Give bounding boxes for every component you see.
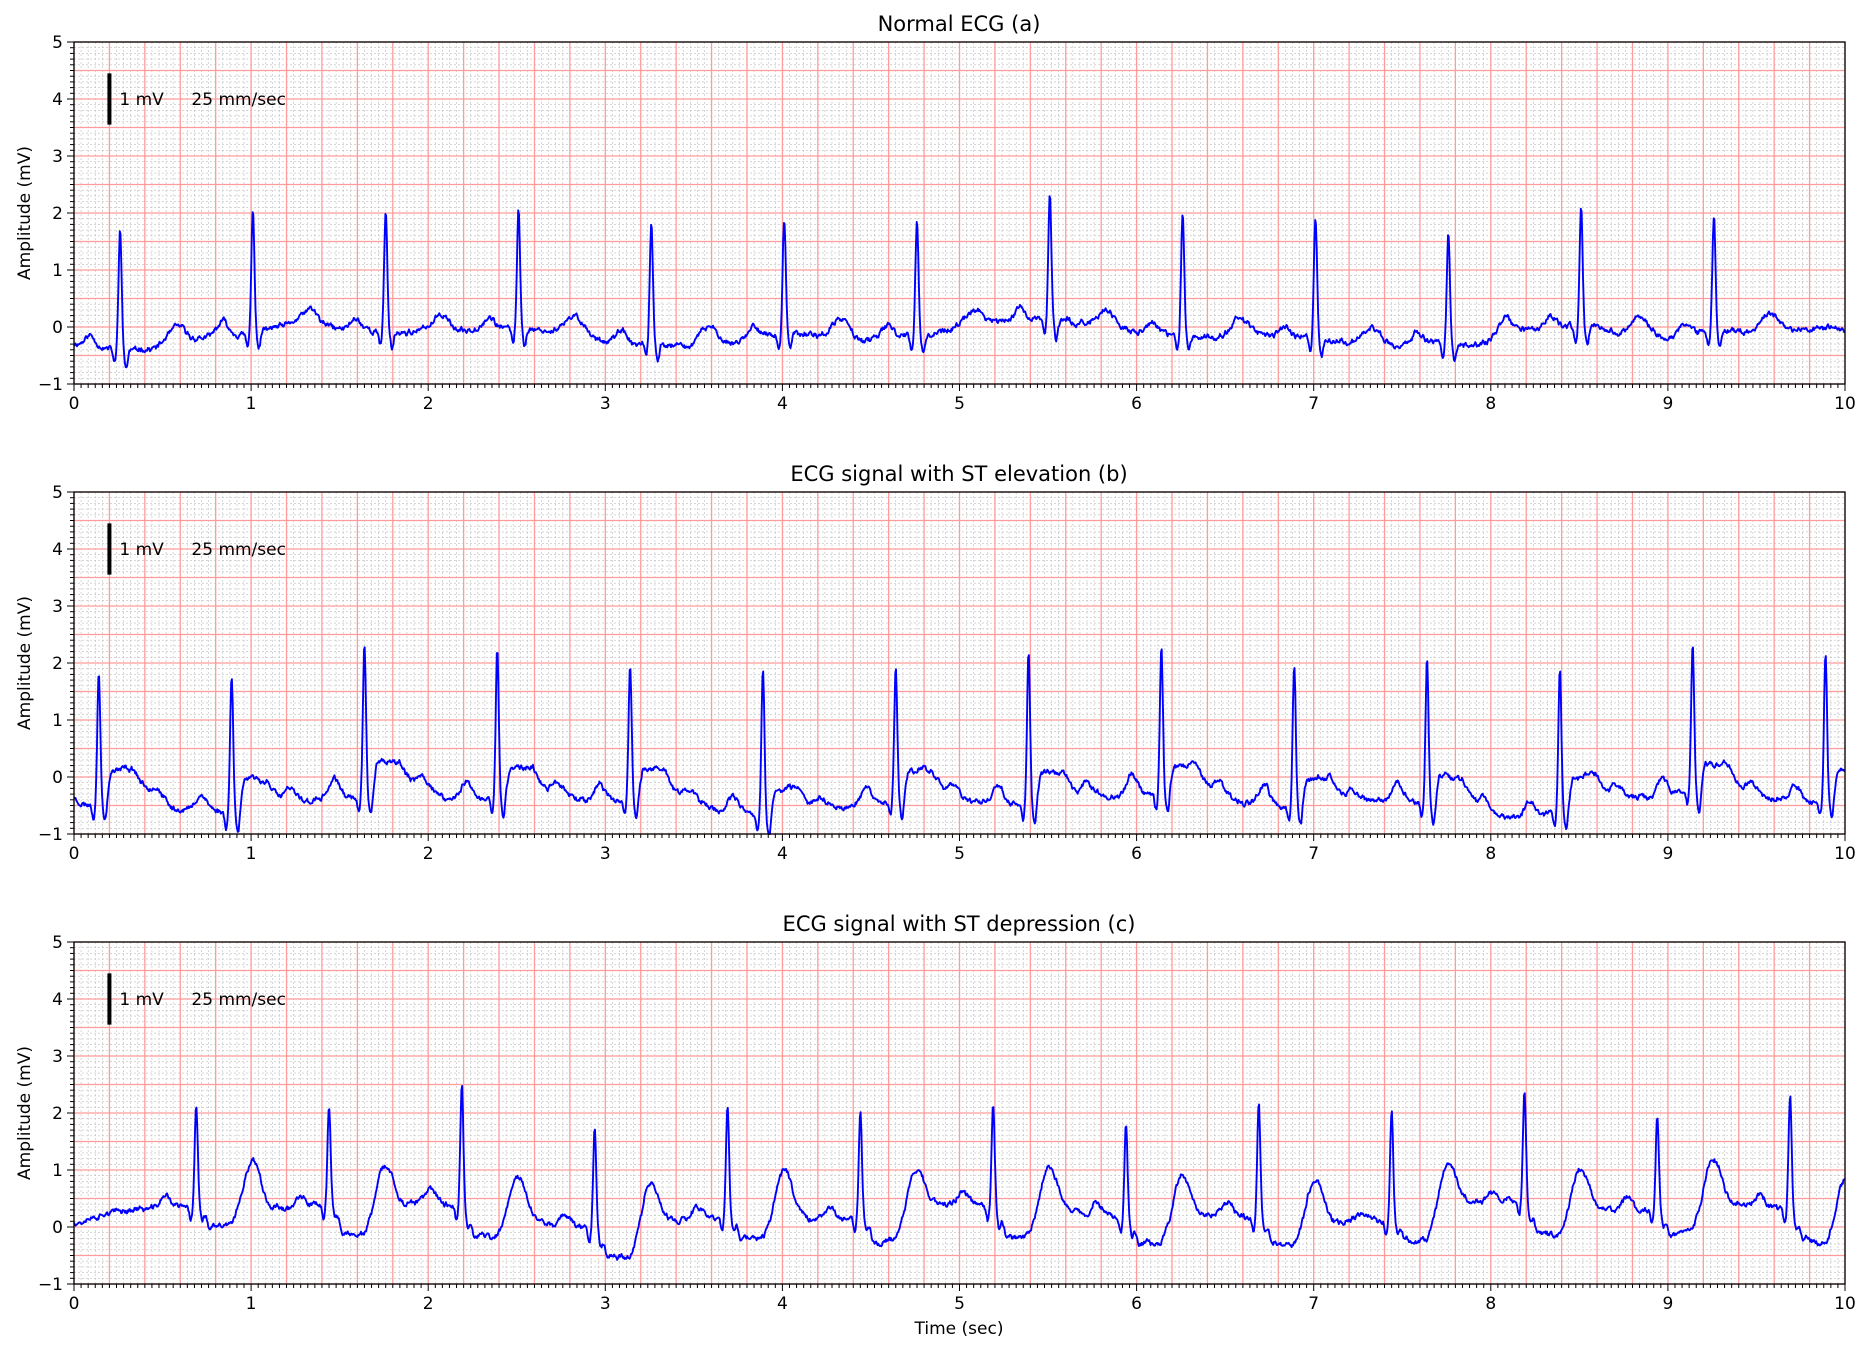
x-tick-label: 3	[600, 1294, 611, 1314]
panel-title: ECG signal with ST elevation (b)	[790, 462, 1127, 486]
ecg-trace	[73, 1085, 1846, 1261]
y-tick-label: 5	[52, 483, 63, 503]
x-tick-label: 5	[954, 844, 965, 864]
x-tick-label: 9	[1662, 844, 1673, 864]
x-tick-label: 7	[1308, 394, 1319, 414]
y-tick-label: 2	[52, 204, 63, 224]
y-tick-label: 1	[52, 261, 63, 281]
x-tick-label: 1	[246, 844, 257, 864]
y-tick-label: 3	[52, 597, 63, 617]
x-tick-label: 6	[1131, 1294, 1142, 1314]
calibration: 1 mV 25 mm/sec	[107, 523, 286, 575]
x-tick-label: 3	[600, 394, 611, 414]
major-gridlines	[73, 491, 1846, 835]
y-axis-label: Amplitude (mV)	[15, 146, 35, 280]
y-axis-label: Amplitude (mV)	[15, 1046, 35, 1180]
x-tick-label: 8	[1485, 844, 1496, 864]
calibration-speed-label: 25 mm/sec	[191, 990, 286, 1010]
x-tick-label: 3	[600, 844, 611, 864]
y-tick-label: 0	[52, 768, 63, 788]
y-tick-label: 4	[52, 540, 63, 560]
x-tick-label: 5	[954, 1294, 965, 1314]
x-tick-label: 1	[246, 394, 257, 414]
signal-layer	[73, 1085, 1846, 1261]
x-tick-label: 7	[1308, 1294, 1319, 1314]
x-tick-label: 1	[246, 1294, 257, 1314]
calibration: 1 mV 25 mm/sec	[107, 973, 286, 1025]
y-tick-label: 4	[52, 90, 63, 110]
axes: 0 1 2 3 4 5 6 7 8 9 10 −1 0 1 2 3 4 5	[38, 933, 1856, 1314]
x-tick-label: 0	[69, 844, 80, 864]
x-tick-label: 8	[1485, 1294, 1496, 1314]
calibration-mv-label: 1 mV	[119, 990, 164, 1010]
y-tick-label: 0	[52, 1218, 63, 1238]
y-axis-label: Amplitude (mV)	[15, 596, 35, 730]
x-tick-label: 9	[1662, 394, 1673, 414]
panel-title: Normal ECG (a)	[878, 12, 1041, 36]
calibration-speed-label: 25 mm/sec	[191, 540, 286, 560]
panel-a: Normal ECG (a) Amplitude (mV) 1 mV 25 mm…	[15, 12, 1856, 414]
x-axis-label: Time (sec)	[914, 1319, 1004, 1339]
x-tick-label: 2	[423, 1294, 434, 1314]
x-tick-label: 10	[1834, 394, 1856, 414]
y-tick-label: 3	[52, 1047, 63, 1067]
x-tick-label: 9	[1662, 1294, 1673, 1314]
y-tick-label: 2	[52, 1104, 63, 1124]
panel-b: ECG signal with ST elevation (b) Amplitu…	[15, 462, 1856, 864]
y-tick-label: −1	[38, 825, 63, 845]
ecg-trace	[73, 195, 1846, 369]
x-tick-label: 4	[777, 844, 788, 864]
grid	[73, 41, 1846, 385]
x-tick-label: 2	[423, 844, 434, 864]
axes: 0 1 2 3 4 5 6 7 8 9 10 −1 0 1 2 3 4 5	[38, 483, 1856, 864]
calibration-speed-label: 25 mm/sec	[191, 90, 286, 110]
x-tick-label: 0	[69, 1294, 80, 1314]
x-tick-label: 4	[777, 394, 788, 414]
x-tick-label: 8	[1485, 394, 1496, 414]
signal-layer	[73, 646, 1846, 835]
grid	[73, 941, 1846, 1285]
x-tick-label: 6	[1131, 394, 1142, 414]
y-tick-label: 1	[52, 1161, 63, 1181]
calibration-mv-label: 1 mV	[119, 90, 164, 110]
y-tick-label: 5	[52, 933, 63, 953]
y-tick-label: 0	[52, 318, 63, 338]
x-tick-label: 4	[777, 1294, 788, 1314]
y-tick-label: 1	[52, 711, 63, 731]
ecg-trace	[73, 646, 1846, 835]
panel-c: ECG signal with ST depression (c) Amplit…	[15, 912, 1856, 1314]
y-tick-label: −1	[38, 1275, 63, 1295]
y-tick-label: 4	[52, 990, 63, 1010]
panel-title: ECG signal with ST depression (c)	[783, 912, 1136, 936]
signal-layer	[73, 195, 1846, 369]
y-tick-label: 2	[52, 654, 63, 674]
y-tick-label: 5	[52, 33, 63, 53]
calibration-mv-label: 1 mV	[119, 540, 164, 560]
x-tick-label: 10	[1834, 1294, 1856, 1314]
y-tick-label: 3	[52, 147, 63, 167]
y-tick-label: −1	[38, 375, 63, 395]
x-tick-label: 6	[1131, 844, 1142, 864]
calibration: 1 mV 25 mm/sec	[107, 73, 286, 125]
x-tick-label: 2	[423, 394, 434, 414]
x-tick-label: 10	[1834, 844, 1856, 864]
x-tick-label: 0	[69, 394, 80, 414]
x-tick-label: 7	[1308, 844, 1319, 864]
axes: 0 1 2 3 4 5 6 7 8 9 10 −1 0 1 2 3 4 5	[38, 33, 1856, 414]
grid	[73, 491, 1846, 835]
x-tick-label: 5	[954, 394, 965, 414]
